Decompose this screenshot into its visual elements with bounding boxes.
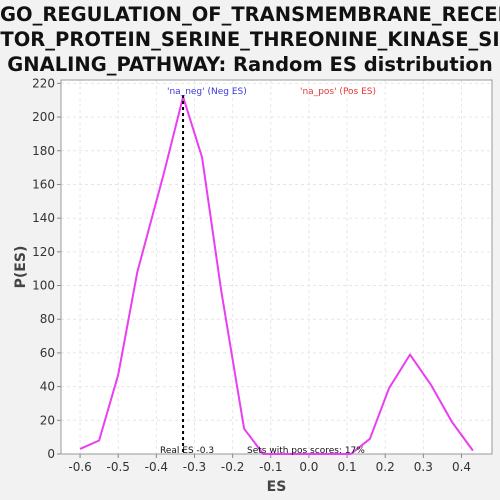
y-tick-label: 100	[32, 279, 55, 293]
y-tick-label: 40	[40, 380, 55, 394]
y-tick-label: 200	[32, 110, 55, 124]
x-tick-label: 0.0	[299, 460, 318, 474]
chart-title-line-3: GNALING_PATHWAY: Random ES distribution	[7, 53, 493, 76]
chart-title: GO_REGULATION_OF_TRANSMEMBRANE_RECEP TOR…	[0, 2, 500, 77]
x-tick-label: 0.4	[452, 460, 471, 474]
grid-lines	[61, 80, 492, 455]
plot-area	[61, 80, 492, 454]
x-tick-label: 0.3	[414, 460, 433, 474]
chart-title-line-1: GO_REGULATION_OF_TRANSMEMBRANE_RECEP	[0, 3, 500, 26]
x-tick-label: -0.3	[183, 460, 206, 474]
x-axis-label: ES	[267, 479, 287, 495]
y-tick-label: 220	[32, 76, 55, 90]
overlay-group: Real ES -0.3 Sets with pos scores: 17% 'na…	[160, 87, 376, 456]
x-tick-label: 0.1	[338, 460, 357, 474]
series-group	[79, 95, 474, 455]
neg-es-label: 'na_neg' (Neg ES)	[167, 87, 247, 97]
y-tick-label: 140	[32, 211, 55, 225]
x-tick-label: -0.2	[221, 460, 244, 474]
sets-pos-scores-label: Sets with pos scores: 17%	[247, 446, 365, 456]
y-tick-label: 160	[32, 177, 55, 191]
y-axis-label: P(ES)	[13, 246, 29, 289]
x-tick-label: -0.1	[259, 460, 282, 474]
y-tick-label: 0	[47, 447, 55, 461]
pos-es-label: 'na_pos' (Pos ES)	[300, 87, 376, 97]
chart-title-line-2: TOR_PROTEIN_SERINE_THREONINE_KINASE_SI	[0, 28, 500, 51]
x-tick-label: -0.6	[68, 460, 91, 474]
y-tick-label: 120	[32, 245, 55, 259]
y-tick-label: 60	[40, 346, 55, 360]
es-distribution-line	[79, 95, 474, 455]
x-tick-label: 0.2	[376, 460, 395, 474]
axes: 0 20 40 60 80 100 120 140 160 180 200 220 -0.6 -0.5 -0…	[32, 76, 493, 474]
real-es-label: Real ES -0.3	[160, 446, 214, 456]
y-tick-label: 180	[32, 144, 55, 158]
y-tick-label: 80	[40, 312, 55, 326]
y-tick-label: 20	[40, 413, 55, 427]
x-tick-label: -0.5	[107, 460, 130, 474]
x-tick-label: -0.4	[145, 460, 168, 474]
